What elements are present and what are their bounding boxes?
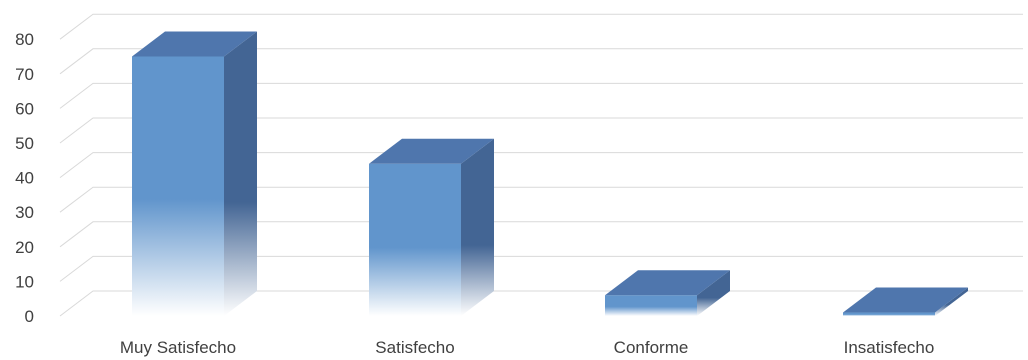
y-tick-label: 40 — [15, 169, 34, 188]
x-category-label: Satisfecho — [375, 338, 454, 357]
y-tick-label: 10 — [15, 272, 34, 291]
bar-top-face — [132, 31, 257, 57]
gridlines — [59, 13, 1023, 317]
bar-side-face — [461, 138, 494, 316]
y-tick-label: 50 — [15, 134, 34, 153]
x-axis-category-labels: Muy Satisfecho Satisfecho Conforme Insatisf… — [120, 338, 934, 357]
bar — [605, 270, 730, 316]
bar-front-face — [369, 163, 461, 316]
gridline — [59, 255, 1023, 282]
x-category-label: Muy Satisfecho — [120, 338, 236, 357]
bar-front-face — [132, 56, 224, 316]
bar — [843, 287, 968, 316]
gridline — [59, 221, 1023, 248]
bar-front-face — [843, 312, 935, 316]
bar-top-face — [843, 287, 968, 313]
y-tick-label: 80 — [15, 30, 34, 49]
gridline — [59, 117, 1023, 144]
bar-front-face — [605, 295, 697, 316]
y-tick-label: 0 — [25, 307, 34, 326]
bar-top-face — [369, 138, 494, 164]
gridline — [59, 48, 1023, 75]
gridline — [59, 152, 1023, 178]
x-category-label: Conforme — [614, 338, 689, 357]
y-tick-label: 70 — [15, 65, 34, 84]
x-category-label: Insatisfecho — [844, 338, 935, 357]
y-tick-label: 20 — [15, 238, 34, 257]
gridline — [59, 13, 1023, 40]
bar — [132, 31, 257, 316]
bar-top-face — [605, 270, 730, 296]
bar-side-face — [697, 270, 730, 316]
y-axis-tick-labels: 0 10 20 30 40 50 60 70 80 — [15, 30, 34, 326]
bar-side-face — [224, 31, 257, 316]
bar — [369, 138, 494, 316]
bar-side-face — [935, 287, 968, 316]
gridline — [59, 82, 1023, 109]
y-tick-label: 60 — [15, 99, 34, 118]
gridline — [59, 186, 1023, 213]
y-tick-label: 30 — [15, 203, 34, 222]
bars — [132, 31, 968, 316]
